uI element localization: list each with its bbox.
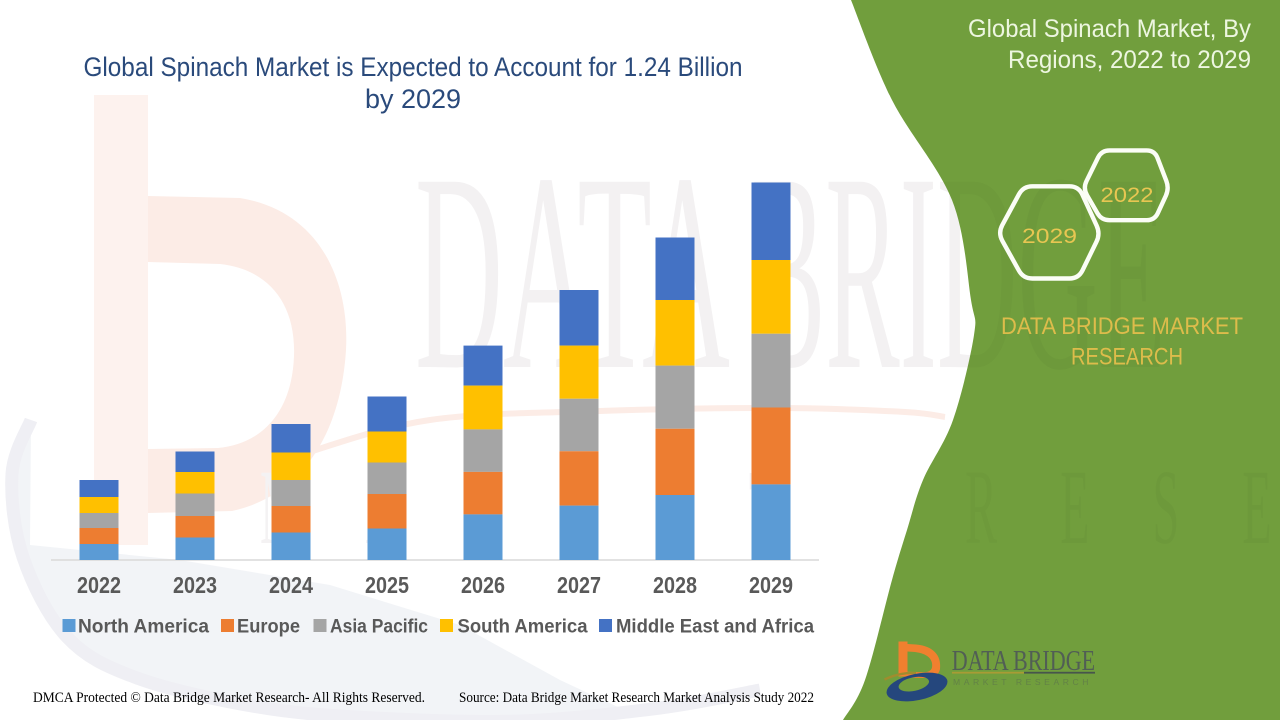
svg-text:RESEARCH: RESEARCH: [1071, 344, 1183, 371]
svg-text:Global Spinach Market is Expec: Global Spinach Market is Expected to Acc…: [84, 52, 743, 82]
svg-text:RESEARCH: RESEARCH: [965, 448, 1280, 567]
svg-text:2024: 2024: [269, 572, 313, 598]
svg-text:South America: South America: [458, 616, 588, 638]
svg-text:DATA BRIDGE MARKET: DATA BRIDGE MARKET: [1001, 313, 1243, 340]
svg-text:Source: Data Bridge Market Res: Source: Data Bridge Market Research Mark…: [459, 690, 814, 706]
svg-text:2025: 2025: [365, 572, 409, 598]
svg-text:Asia Pacific: Asia Pacific: [330, 616, 428, 638]
svg-text:2023: 2023: [173, 572, 217, 598]
svg-text:DMCA Protected © Data Bridge M: DMCA Protected © Data Bridge Market Rese…: [33, 690, 425, 706]
svg-text:by 2029: by 2029: [365, 84, 461, 114]
svg-text:2022: 2022: [77, 572, 121, 598]
svg-text:DATA BRIDGE: DATA BRIDGE: [952, 646, 1095, 677]
svg-text:Europe: Europe: [237, 616, 300, 638]
svg-text:2022: 2022: [1101, 184, 1154, 207]
svg-text:MARKET RESEARCH: MARKET RESEARCH: [953, 677, 1092, 687]
svg-text:Middle East and Africa: Middle East and Africa: [616, 616, 814, 638]
svg-text:2026: 2026: [461, 572, 505, 598]
svg-text:North America: North America: [78, 616, 209, 638]
svg-text:2029: 2029: [749, 572, 793, 598]
svg-text:2029: 2029: [1022, 225, 1077, 248]
svg-text:Regions, 2022 to 2029: Regions, 2022 to 2029: [1008, 46, 1251, 74]
svg-text:2027: 2027: [557, 572, 601, 598]
svg-text:2028: 2028: [653, 572, 697, 598]
svg-text:Global Spinach Market, By: Global Spinach Market, By: [968, 15, 1251, 43]
